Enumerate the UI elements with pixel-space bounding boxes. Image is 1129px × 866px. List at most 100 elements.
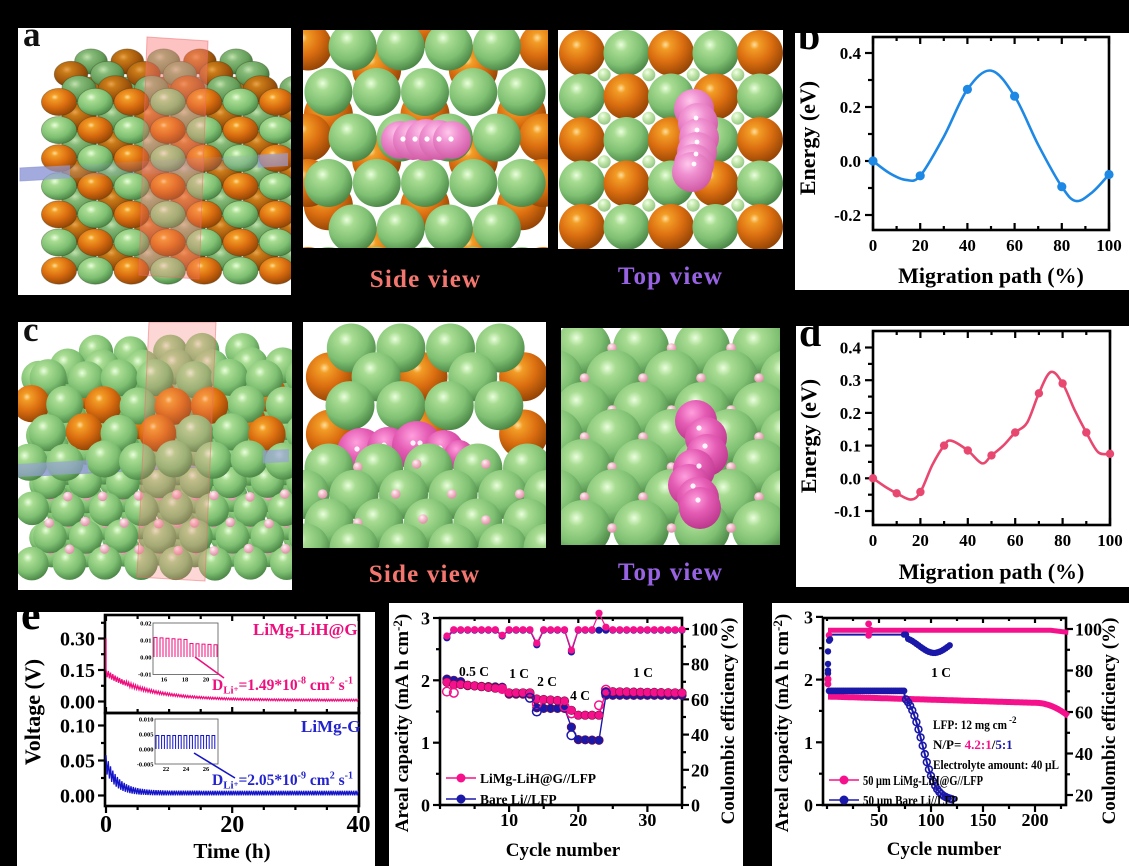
svg-text:10: 10 (500, 810, 518, 830)
svg-text:0: 0 (869, 531, 878, 550)
svg-text:40: 40 (959, 531, 976, 550)
svg-text:Areal capacity (mA h cm-2): Areal capacity (mA h cm-2) (772, 614, 793, 832)
svg-text:1 C: 1 C (633, 665, 653, 680)
svg-text:-0.005: -0.005 (137, 762, 155, 769)
svg-text:30: 30 (638, 810, 656, 830)
svg-text:0.01: 0.01 (140, 638, 151, 645)
svg-text:60: 60 (1006, 236, 1023, 255)
svg-text:Cycle number: Cycle number (506, 840, 621, 861)
svg-text:1: 1 (421, 733, 430, 753)
svg-text:Migration path (%): Migration path (%) (898, 263, 1084, 288)
svg-text:0.010: 0.010 (139, 717, 154, 724)
svg-text:50 μm LiMg-LiH@G//LFP: 50 μm LiMg-LiH@G//LFP (863, 773, 983, 788)
svg-text:0.15: 0.15 (60, 660, 95, 682)
svg-text:20: 20 (912, 236, 929, 255)
svg-text:20: 20 (912, 531, 929, 550)
svg-text:a: a (23, 28, 41, 54)
svg-text:0.30: 0.30 (60, 629, 95, 651)
svg-text:100: 100 (1075, 620, 1102, 640)
svg-text:60: 60 (691, 690, 709, 710)
svg-text:18: 18 (182, 677, 189, 684)
svg-text:80: 80 (691, 655, 709, 675)
svg-text:d: d (799, 326, 821, 355)
svg-text:0.3: 0.3 (840, 371, 861, 390)
svg-text:1 C: 1 C (509, 666, 529, 681)
svg-text:0.02: 0.02 (140, 621, 151, 628)
svg-text:80: 80 (1075, 661, 1093, 681)
svg-text:20: 20 (1075, 786, 1093, 806)
svg-text:Electrolyte amount: 40 μL: Electrolyte amount: 40 μL (933, 757, 1059, 772)
svg-text:0.00: 0.00 (60, 692, 95, 714)
svg-text:22: 22 (163, 766, 170, 773)
svg-text:0.0: 0.0 (840, 469, 861, 488)
svg-text:0.05: 0.05 (60, 751, 95, 773)
svg-text:100: 100 (1097, 531, 1123, 550)
svg-text:20: 20 (203, 677, 210, 684)
svg-text:0.2: 0.2 (840, 98, 861, 117)
svg-text:40: 40 (347, 812, 371, 838)
svg-text:LiMg-LiH@G: LiMg-LiH@G (253, 620, 358, 639)
svg-text:100: 100 (918, 810, 945, 830)
svg-text:0.0: 0.0 (840, 152, 861, 171)
svg-text:2 C: 2 C (537, 674, 557, 689)
svg-text:e: e (21, 612, 41, 639)
svg-text:0: 0 (421, 796, 430, 816)
svg-text:Voltage (V): Voltage (V) (20, 659, 45, 765)
svg-text:16: 16 (161, 677, 168, 684)
svg-text:0.5 C: 0.5 C (459, 664, 489, 679)
svg-text:-2: -2 (1009, 715, 1017, 725)
svg-text:80: 80 (1053, 236, 1070, 255)
svg-text:LiMg-LiH@G//LFP: LiMg-LiH@G//LFP (480, 771, 596, 786)
svg-text:24: 24 (183, 766, 190, 773)
svg-text:0.005: 0.005 (139, 732, 154, 739)
svg-text:DLi+=2.05*10-9 cm2 s-1: DLi+=2.05*10-9 cm2 s-1 (212, 771, 353, 792)
svg-text:40: 40 (691, 725, 709, 745)
svg-text:40: 40 (1075, 744, 1093, 764)
svg-text:0: 0 (100, 812, 112, 838)
svg-text:3: 3 (421, 609, 430, 629)
svg-text:2: 2 (804, 670, 813, 690)
svg-text:LiMg-G: LiMg-G (301, 717, 361, 736)
svg-text:Migration path (%): Migration path (%) (899, 559, 1085, 584)
svg-text:0.4: 0.4 (840, 339, 862, 358)
svg-text:100: 100 (1096, 236, 1122, 255)
svg-text:0.10: 0.10 (60, 716, 95, 738)
svg-text:0.00: 0.00 (60, 786, 95, 808)
svg-text:1 C: 1 C (931, 665, 951, 680)
svg-text:LFP: 12 mg cm: LFP: 12 mg cm (933, 717, 1007, 732)
svg-text:60: 60 (1007, 531, 1024, 550)
svg-text:3: 3 (804, 607, 813, 627)
svg-text:b: b (798, 33, 820, 58)
svg-text:50 μm Bare Li//LFP: 50 μm Bare Li//LFP (863, 793, 958, 808)
svg-text:0.1: 0.1 (840, 437, 861, 456)
svg-text:0.000: 0.000 (139, 747, 154, 754)
svg-text:20: 20 (569, 810, 587, 830)
svg-text:0.2: 0.2 (840, 404, 861, 423)
svg-text:c: c (23, 322, 39, 349)
svg-text:0: 0 (804, 796, 813, 816)
svg-text:-0.1: -0.1 (834, 502, 861, 521)
svg-text:-0.01: -0.01 (138, 672, 152, 679)
svg-text:DLi+=1.49*10-8 cm2 s-1: DLi+=1.49*10-8 cm2 s-1 (212, 676, 353, 697)
svg-text:Cycle number: Cycle number (887, 839, 1002, 860)
svg-text:Time (h): Time (h) (193, 839, 270, 863)
svg-text:20: 20 (691, 760, 709, 780)
svg-text:Areal capacity (mA h cm-2): Areal capacity (mA h cm-2) (390, 614, 413, 832)
svg-text:20: 20 (220, 812, 244, 838)
svg-text:50: 50 (870, 810, 888, 830)
svg-text:60: 60 (1075, 703, 1093, 723)
svg-text:-0.2: -0.2 (834, 206, 861, 225)
svg-text:200: 200 (1022, 810, 1049, 830)
svg-text:Bare Li//LFP: Bare Li//LFP (480, 792, 557, 807)
svg-text:4 C: 4 C (570, 688, 590, 703)
svg-text:0.4: 0.4 (840, 44, 862, 63)
svg-text:40: 40 (959, 236, 976, 255)
svg-text:2: 2 (421, 671, 430, 691)
svg-text:0: 0 (691, 796, 700, 816)
svg-text:0: 0 (869, 236, 878, 255)
svg-text:Coulombic efficiency (%): Coulombic efficiency (%) (1099, 618, 1120, 825)
svg-text:Coulombic efficiency (%): Coulombic efficiency (%) (718, 618, 739, 825)
svg-text:80: 80 (1054, 531, 1071, 550)
svg-text:0.00: 0.00 (140, 655, 151, 662)
svg-text:N/P= 4.2:1/5:1: N/P= 4.2:1/5:1 (933, 737, 1013, 752)
